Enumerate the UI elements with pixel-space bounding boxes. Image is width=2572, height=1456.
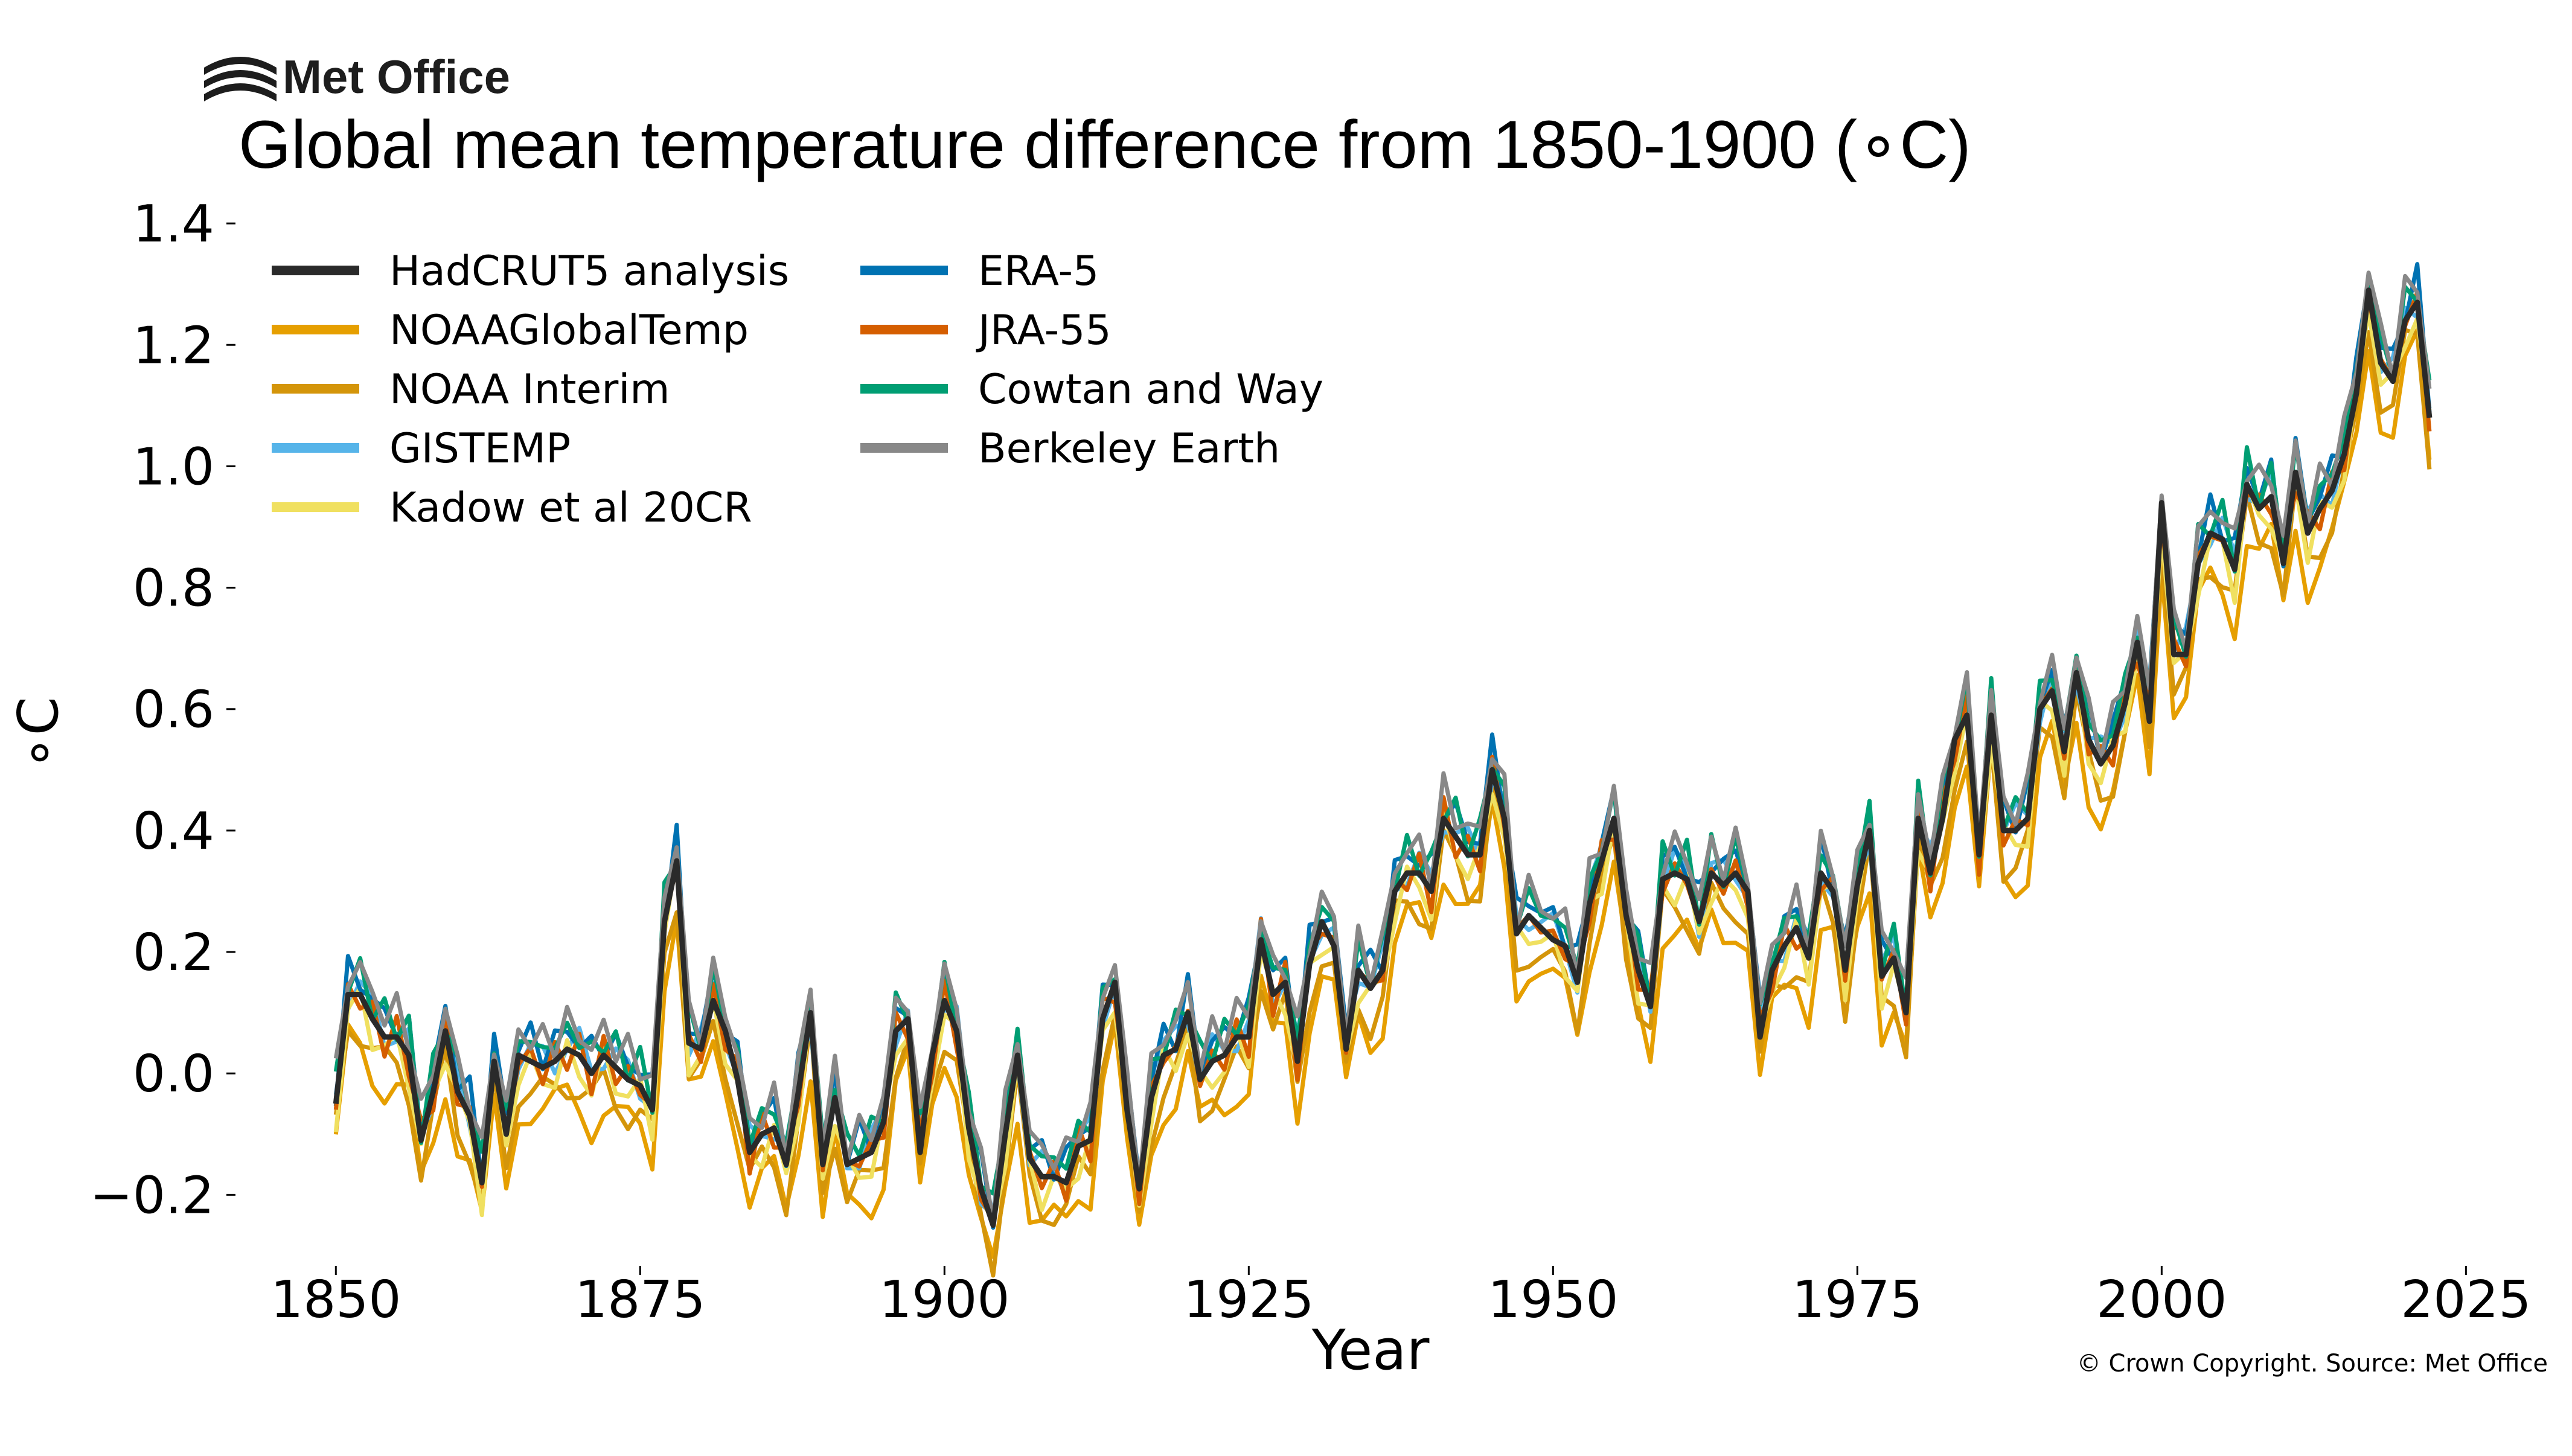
y-tick-label: 0.8 [133, 559, 214, 619]
series-lines [333, 262, 2433, 1278]
y-tick-label: 1.0 [133, 437, 214, 497]
x-tick-label: 1975 [1792, 1270, 1922, 1330]
y-tick-label: 1.2 [133, 316, 214, 375]
y-tick-label: 0.0 [133, 1044, 214, 1104]
logo-text: Met Office [283, 50, 510, 103]
x-tick-label: 2025 [2401, 1270, 2531, 1330]
met-office-logo: Met Office [204, 50, 510, 103]
y-tick-label: 1.4 [133, 194, 214, 254]
legend-label: NOAAGlobalTemp [389, 307, 749, 354]
legend-label: NOAA Interim [389, 366, 670, 413]
met-office-waves-icon [204, 57, 277, 101]
x-tick-label: 1850 [270, 1270, 401, 1330]
x-axis: 1850 1875 1900 1925 1950 1975 2000 2025 [270, 1266, 2532, 1330]
copyright-text: © Crown Copyright. Source: Met Office [2077, 1350, 2548, 1378]
chart-title: Global mean temperature difference from … [238, 107, 1971, 182]
x-tick-label: 1900 [879, 1270, 1009, 1330]
y-axis-label: ∘C [6, 697, 71, 770]
legend-label: Cowtan and Way [978, 366, 1323, 413]
x-tick-label: 1950 [1488, 1270, 1618, 1330]
legend-label: GISTEMP [389, 425, 571, 473]
x-tick-label: 1875 [575, 1270, 705, 1330]
y-tick-label: 0.2 [133, 923, 214, 983]
y-axis: −0.2 0.0 0.2 0.4 0.6 0.8 1.0 1.2 1.4 [90, 194, 235, 1225]
legend: HadCRUT5 analysis NOAAGlobalTemp NOAA Inte… [272, 247, 1323, 532]
legend-label: HadCRUT5 analysis [389, 247, 789, 295]
x-tick-label: 1925 [1183, 1270, 1314, 1330]
legend-label: Berkeley Earth [978, 425, 1280, 473]
legend-label: JRA-55 [976, 307, 1112, 354]
y-tick-label: 0.6 [133, 680, 214, 740]
series-line-hadcrut5-analysis [333, 287, 2433, 1228]
legend-label: ERA-5 [978, 247, 1099, 295]
x-axis-label: Year [1311, 1318, 1430, 1382]
x-tick-label: 2000 [2096, 1270, 2227, 1330]
y-tick-label: −0.2 [90, 1166, 214, 1225]
series-line-jra-55 [333, 290, 2432, 1221]
series-line-kadow-et-al-20cr [333, 310, 2432, 1224]
y-tick-label: 0.4 [133, 802, 214, 861]
legend-label: Kadow et al 20CR [389, 484, 752, 532]
